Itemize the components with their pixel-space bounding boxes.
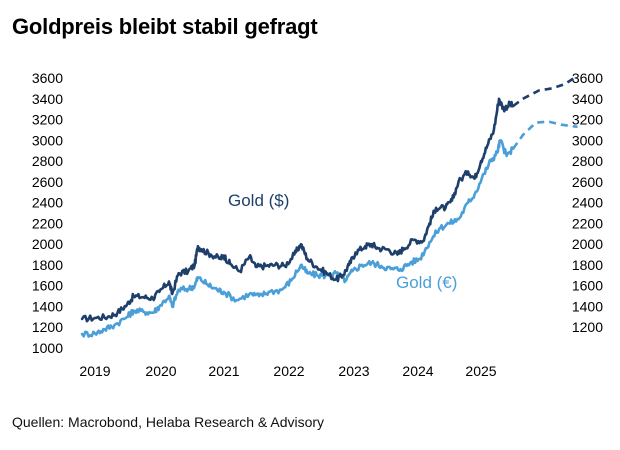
- x-tick: 2021: [208, 363, 239, 379]
- y-tick-right: 2600: [572, 174, 603, 190]
- y-tick-right: 2000: [572, 236, 603, 252]
- y-tick-right: 1400: [572, 298, 603, 314]
- y-tick-left: 1800: [32, 257, 63, 273]
- y-tick-left: 1400: [32, 298, 63, 314]
- y-tick-left: 2000: [32, 236, 63, 252]
- forecast-line-eur: [512, 120, 578, 150]
- y-tick-left: 2600: [32, 174, 63, 190]
- chart-source: Quellen: Macrobond, Helaba Research & Ad…: [12, 414, 325, 430]
- x-tick: 2019: [79, 363, 110, 379]
- y-axis-right: 1200 1400 1600 1800 2000 2200 2400 2600 2800 3000…: [572, 70, 603, 335]
- y-tick-left: 3000: [32, 132, 63, 148]
- y-tick-left: 2800: [32, 153, 63, 169]
- y-tick-left: 3400: [32, 91, 63, 107]
- y-tick-right: 2400: [572, 195, 603, 211]
- chart-plot: 1000 1200 1400 1600 1800 2000 2200 2400 2600 2800…: [32, 70, 603, 379]
- y-tick-left: 1600: [32, 278, 63, 294]
- y-tick-right: 2200: [572, 215, 603, 231]
- chart-title: Goldpreis bleibt stabil gefragt: [12, 14, 318, 39]
- x-axis: 2019 2020 2021 2022 2023 2024 2025: [79, 363, 496, 379]
- y-tick-right: 3000: [572, 132, 603, 148]
- y-tick-left: 3200: [32, 112, 63, 128]
- x-tick: 2025: [465, 363, 496, 379]
- y-tick-right: 3200: [572, 112, 603, 128]
- y-tick-left: 2400: [32, 195, 63, 211]
- x-tick: 2023: [338, 363, 369, 379]
- y-tick-right: 1600: [572, 278, 603, 294]
- y-tick-left: 3600: [32, 70, 63, 86]
- x-tick: 2022: [273, 363, 304, 379]
- y-tick-left: 1200: [32, 319, 63, 335]
- x-tick: 2024: [402, 363, 433, 379]
- series-label-eur: Gold (€): [396, 273, 457, 292]
- y-axis-left: 1000 1200 1400 1600 1800 2000 2200 2400 2600 2800…: [32, 70, 63, 356]
- forecast-line-usd: [512, 74, 579, 108]
- y-tick-right: 2800: [572, 153, 603, 169]
- series-label-usd: Gold ($): [228, 191, 289, 210]
- series-line-usd: [80, 97, 515, 323]
- y-tick-right: 3400: [572, 91, 603, 107]
- y-tick-right: 1800: [572, 257, 603, 273]
- y-tick-left: 2200: [32, 215, 63, 231]
- series-line-eur: [80, 139, 515, 338]
- series-lines: [80, 74, 579, 338]
- y-tick-right: 3600: [572, 70, 603, 86]
- x-tick: 2020: [145, 363, 176, 379]
- y-tick-left: 1000: [32, 340, 63, 356]
- y-tick-right: 1200: [572, 319, 603, 335]
